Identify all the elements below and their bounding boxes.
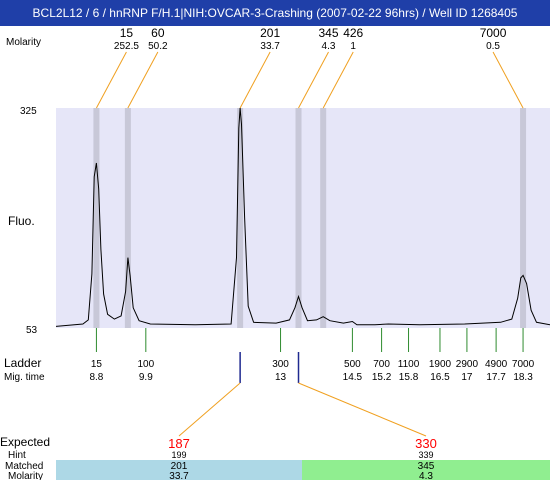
- peak-band: [124, 108, 131, 328]
- peak-leader-line: [127, 51, 159, 109]
- matched-size-label: 201: [171, 461, 188, 472]
- peak-molarity-label: 1: [350, 41, 356, 52]
- row-label-hint: Hint: [8, 450, 26, 461]
- row-label-expected: Expected: [0, 435, 50, 449]
- peak-leader-line: [322, 51, 354, 109]
- ladder-time-label: 9.9: [139, 372, 153, 383]
- y-tick-label-top: 325: [20, 106, 37, 117]
- ladder-size-label: 4900: [485, 359, 508, 370]
- row-label-matched: Matched: [5, 461, 43, 472]
- peak-size-label: 426: [343, 26, 363, 40]
- peak-band: [320, 108, 327, 328]
- expected-leader-line: [298, 382, 427, 437]
- peak-leader-line: [492, 51, 524, 109]
- ladder-size-label: 1100: [398, 359, 420, 370]
- ladder-time-label: 17: [461, 372, 473, 383]
- peak-band: [237, 108, 244, 328]
- ladder-time-label: 15.2: [372, 372, 392, 383]
- peak-molarity-label: 33.7: [260, 41, 280, 52]
- row-label-ladder: Ladder: [4, 356, 41, 370]
- matched-size-label: 345: [418, 461, 435, 472]
- hint-size-label: 339: [418, 450, 433, 460]
- peak-size-label: 60: [151, 26, 165, 40]
- peak-band: [93, 108, 100, 328]
- ladder-time-label: 15.8: [399, 372, 419, 383]
- peak-molarity-label: 0.5: [486, 41, 500, 52]
- fluorescence-trace: [55, 107, 550, 327]
- ladder-size-label: 100: [137, 359, 154, 370]
- peak-band: [295, 108, 302, 328]
- peak-size-label: 15: [120, 26, 134, 40]
- expected-leader-line: [178, 382, 241, 437]
- peak-band: [520, 108, 527, 328]
- peak-molarity-label: 50.2: [148, 41, 168, 52]
- plot-area: [56, 108, 550, 328]
- peak-size-label: 7000: [480, 26, 507, 40]
- ladder-time-label: 16.5: [430, 372, 450, 383]
- ladder-time-label: 14.5: [343, 372, 363, 383]
- matched-cell: [302, 460, 550, 480]
- chart-title: BCL2L12 / 6 / hnRNP F/H.1|NIH:OVCAR-3-Cr…: [0, 0, 550, 26]
- y-axis-label: Fluo.: [8, 214, 35, 228]
- ladder-time-label: 8.8: [89, 372, 103, 383]
- y-tick-label-bottom: 53: [26, 325, 38, 336]
- ladder-time-label: 18.3: [513, 372, 533, 383]
- hint-size-label: 199: [171, 450, 186, 460]
- ladder-size-label: 1900: [429, 359, 452, 370]
- peak-molarity-label: 4.3: [322, 41, 336, 52]
- row-label-mig-time: Mig. time: [4, 372, 45, 383]
- row-label-molarity-bottom: Molarity: [8, 471, 43, 480]
- matched-cell: [56, 460, 302, 480]
- peak-molarity-label: 252.5: [114, 41, 139, 52]
- peak-leader-line: [239, 51, 271, 109]
- peak-leader-line: [298, 51, 329, 109]
- expected-size-label: 187: [168, 436, 190, 451]
- peak-size-label: 201: [260, 26, 280, 40]
- row-label-molarity: Molarity: [6, 37, 41, 48]
- ladder-size-label: 500: [344, 359, 361, 370]
- peak-leader-line: [95, 51, 127, 109]
- expected-size-label: 330: [415, 436, 437, 451]
- ladder-time-label: 13: [275, 372, 287, 383]
- ladder-size-label: 15: [91, 359, 103, 370]
- peak-size-label: 345: [318, 26, 338, 40]
- ladder-size-label: 700: [373, 359, 390, 370]
- ladder-size-label: 300: [272, 359, 289, 370]
- ladder-time-label: 17.7: [486, 372, 506, 383]
- matched-molarity-label: 33.7: [169, 471, 189, 480]
- ladder-size-label: 2900: [456, 359, 479, 370]
- matched-molarity-label: 4.3: [419, 471, 433, 480]
- ladder-size-label: 7000: [512, 359, 535, 370]
